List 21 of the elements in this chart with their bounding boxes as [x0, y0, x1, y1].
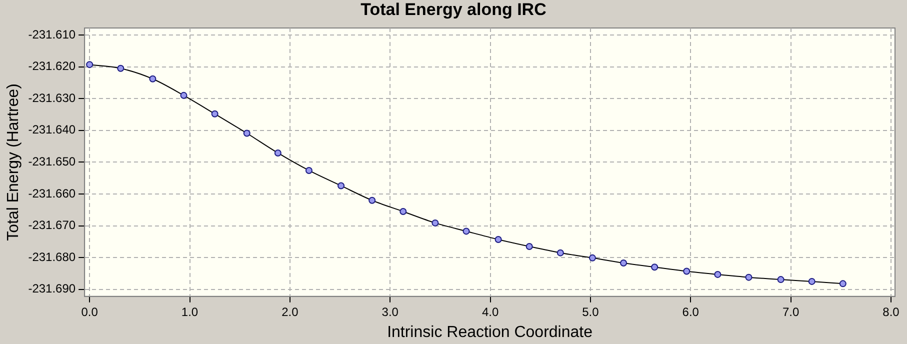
x-tick-label: 5.0: [582, 304, 600, 319]
y-tick-label: -231.680: [28, 250, 76, 264]
x-tick-label: 1.0: [181, 304, 198, 319]
x-tick-label: 7.0: [782, 304, 800, 319]
x-tick-label: 2.0: [282, 304, 299, 319]
y-axis-title: Total Energy (Hartree): [5, 84, 22, 241]
x-tick-label: 3.0: [382, 304, 399, 319]
x-tick-label: 8.0: [882, 304, 900, 319]
y-tick-label: -231.630: [28, 90, 76, 105]
y-tick-label: -231.690: [28, 282, 76, 296]
y-tick-label: -231.670: [28, 218, 76, 232]
x-axis-title: Intrinsic Reaction Coordinate: [387, 324, 593, 341]
x-tick-label: 6.0: [682, 304, 700, 319]
x-tick-label: 0.0: [81, 304, 98, 319]
y-tick-label: -231.610: [28, 27, 76, 42]
y-tick-label: -231.650: [28, 154, 76, 169]
x-tick-label: 4.0: [482, 304, 499, 319]
y-tick-label: -231.640: [28, 122, 76, 137]
y-tick-label: -231.620: [28, 59, 76, 74]
chart-title: Total Energy along IRC: [360, 0, 548, 21]
y-tick-label: -231.660: [28, 186, 76, 200]
